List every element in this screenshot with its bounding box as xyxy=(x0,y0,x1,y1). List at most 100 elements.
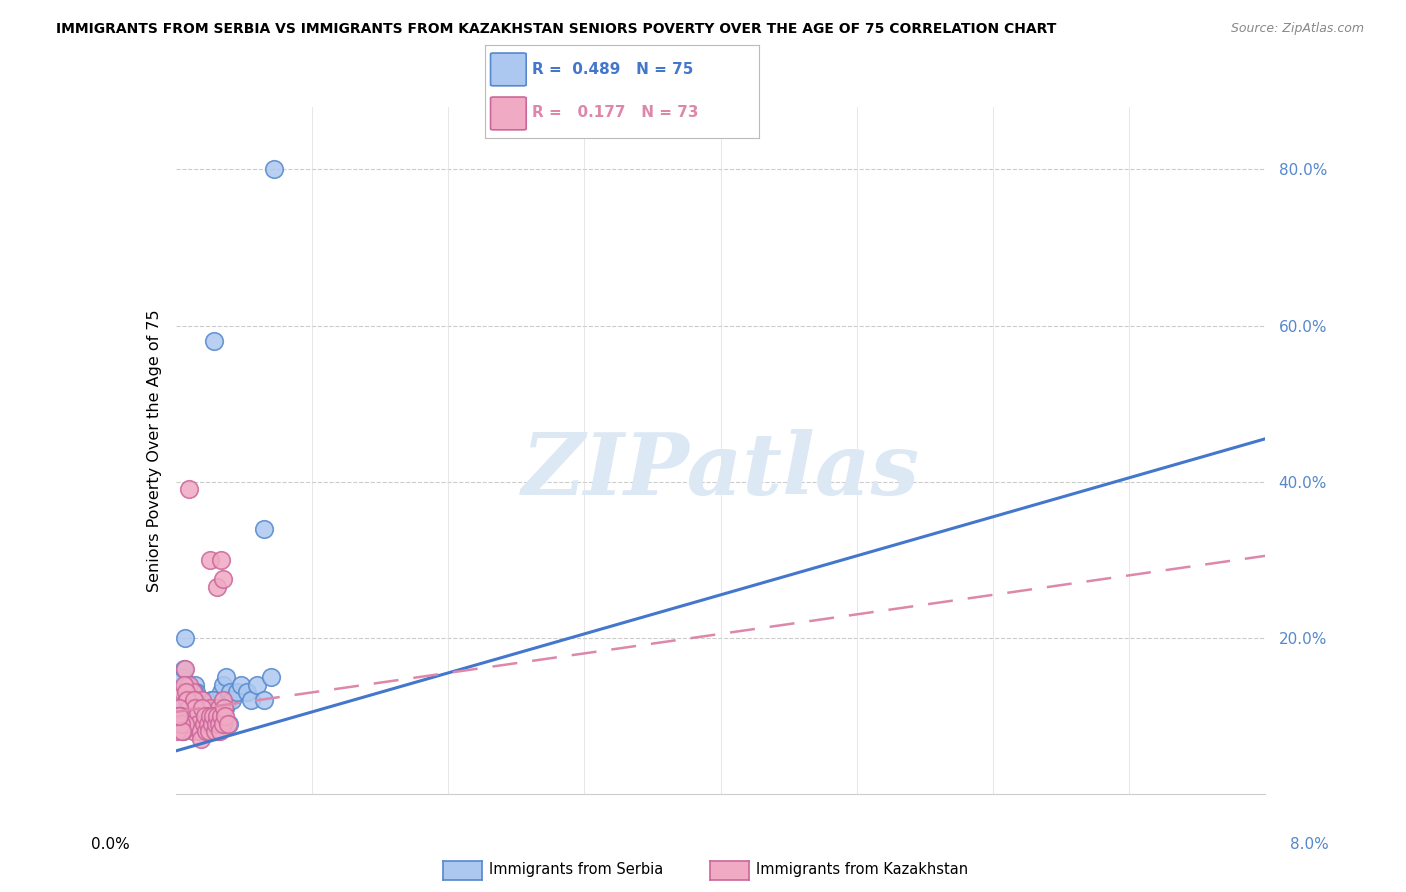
Point xyxy=(169,708,191,723)
Point xyxy=(177,693,200,707)
Point xyxy=(166,724,188,739)
Point xyxy=(190,693,212,707)
Point xyxy=(190,724,212,739)
Point xyxy=(177,685,200,699)
Text: Source: ZipAtlas.com: Source: ZipAtlas.com xyxy=(1230,22,1364,36)
Point xyxy=(226,685,249,699)
Point xyxy=(177,701,200,715)
Point xyxy=(193,716,215,731)
Point xyxy=(208,716,231,731)
Point xyxy=(188,724,211,739)
Point xyxy=(172,685,194,699)
Text: 0.0%: 0.0% xyxy=(91,838,131,852)
Point xyxy=(176,685,198,699)
Point xyxy=(197,716,219,731)
Point xyxy=(176,693,198,707)
Point xyxy=(186,693,209,707)
Point xyxy=(188,716,211,731)
Point xyxy=(239,693,262,707)
Point xyxy=(187,701,209,715)
Point xyxy=(191,701,214,715)
Point xyxy=(198,701,221,715)
Point xyxy=(212,693,235,707)
Point xyxy=(221,693,243,707)
Point xyxy=(174,662,197,676)
Point xyxy=(195,724,218,739)
Point xyxy=(191,693,214,707)
Point xyxy=(208,701,231,715)
Point xyxy=(172,724,194,739)
Point xyxy=(204,701,226,715)
Point xyxy=(184,678,207,692)
Point xyxy=(170,708,193,723)
Point xyxy=(173,716,195,731)
Point xyxy=(181,708,204,723)
Point xyxy=(205,716,228,731)
Point xyxy=(263,162,285,177)
Point xyxy=(186,685,208,699)
Point xyxy=(167,701,190,715)
Point xyxy=(217,716,239,731)
Point xyxy=(218,716,240,731)
Point xyxy=(209,685,232,699)
Point xyxy=(188,724,211,739)
Point xyxy=(177,701,200,715)
Point xyxy=(167,716,190,731)
Point xyxy=(194,708,217,723)
Point xyxy=(183,716,205,731)
Point xyxy=(181,716,204,731)
Point xyxy=(200,708,222,723)
Point xyxy=(208,724,231,739)
Point xyxy=(193,716,215,731)
Point xyxy=(193,724,215,739)
Y-axis label: Seniors Poverty Over the Age of 75: Seniors Poverty Over the Age of 75 xyxy=(146,310,162,591)
Point xyxy=(207,716,229,731)
Point xyxy=(170,724,193,739)
Text: 8.0%: 8.0% xyxy=(1289,838,1329,852)
Point xyxy=(211,716,233,731)
Point xyxy=(205,708,228,723)
Point xyxy=(198,716,221,731)
Point xyxy=(184,693,207,707)
Point xyxy=(184,701,207,715)
Point xyxy=(209,552,232,567)
Point xyxy=(184,693,207,707)
Point xyxy=(194,716,217,731)
Point xyxy=(200,693,222,707)
Point xyxy=(212,678,235,692)
Point xyxy=(166,708,188,723)
Point xyxy=(215,670,238,684)
Point xyxy=(214,708,236,723)
Point xyxy=(217,693,239,707)
Point xyxy=(173,662,195,676)
Point xyxy=(211,708,233,723)
Point xyxy=(207,724,229,739)
Point xyxy=(235,685,257,699)
Point xyxy=(188,716,211,731)
Point xyxy=(174,631,197,645)
Point xyxy=(204,724,226,739)
Point xyxy=(219,685,242,699)
Text: IMMIGRANTS FROM SERBIA VS IMMIGRANTS FROM KAZAKHSTAN SENIORS POVERTY OVER THE AG: IMMIGRANTS FROM SERBIA VS IMMIGRANTS FRO… xyxy=(56,22,1057,37)
Point xyxy=(197,724,219,739)
Text: R =   0.177   N = 73: R = 0.177 N = 73 xyxy=(531,105,699,120)
Point xyxy=(193,716,215,731)
Point xyxy=(186,701,208,715)
Point xyxy=(169,716,191,731)
Point xyxy=(201,716,224,731)
Point xyxy=(183,693,205,707)
Point xyxy=(174,678,197,692)
Point xyxy=(179,701,201,715)
Point xyxy=(195,708,218,723)
Point xyxy=(201,724,224,739)
Point xyxy=(209,708,232,723)
Point xyxy=(207,708,229,723)
Point xyxy=(179,708,201,723)
Point xyxy=(195,701,218,715)
Point xyxy=(231,678,253,692)
Point xyxy=(195,708,218,723)
Point xyxy=(186,708,209,723)
Point xyxy=(198,552,221,567)
Point xyxy=(204,708,226,723)
Point xyxy=(180,701,202,715)
